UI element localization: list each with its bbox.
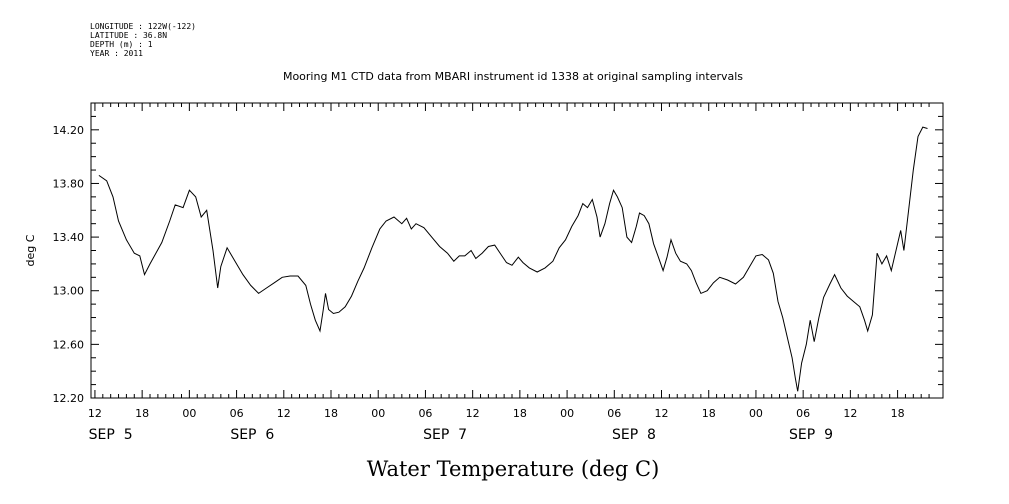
metadata-block: LONGITUDE : 122W(-122) LATITUDE : 36.8N … [90, 22, 196, 58]
y-axis-label: deg C [24, 234, 37, 266]
x-tick-label: 00 [371, 407, 385, 420]
day-label: SEP 6 [230, 427, 274, 443]
tick-marks [91, 102, 943, 399]
plot-frame [90, 102, 944, 399]
x-tick-label: 06 [230, 407, 244, 420]
x-tick-label: 18 [513, 407, 527, 420]
x-tick-label: 00 [560, 407, 574, 420]
day-label: SEP 5 [89, 427, 133, 443]
depth-text: DEPTH (m) : 1 [90, 40, 153, 49]
x-axis-tick-labels: 12 18 00 06 12 18 00 06 12 18 00 06 12 18 00 06 12 18 [88, 407, 905, 420]
y-tick-label: 13.80 [53, 177, 85, 190]
latitude-text: LATITUDE : 36.8N [90, 31, 168, 40]
y-tick-label: 12.20 [53, 392, 85, 405]
x-tick-label: 00 [749, 407, 763, 420]
x-tick-label: 12 [277, 407, 291, 420]
year-text: YEAR : 2011 [90, 49, 143, 58]
x-tick-label: 12 [655, 407, 669, 420]
day-label: SEP 8 [612, 427, 656, 443]
day-labels: SEP 5 SEP 6 SEP 7 SEP 8 SEP 9 [89, 427, 833, 443]
chart-title: Mooring M1 CTD data from MBARI instrumen… [283, 70, 743, 83]
y-tick-label: 13.00 [53, 285, 85, 298]
y-tick-label: 13.40 [53, 231, 85, 244]
y-axis-tick-labels: 12.20 12.60 13.00 13.40 13.80 14.20 [53, 124, 85, 405]
x-tick-label: 18 [702, 407, 716, 420]
x-tick-label: 18 [135, 407, 149, 420]
temperature-series-line [98, 126, 928, 392]
x-axis-label: Water Temperature (deg C) [367, 457, 660, 481]
x-tick-label: 06 [796, 407, 810, 420]
x-tick-label: 12 [466, 407, 480, 420]
y-tick-label: 14.20 [53, 124, 85, 137]
x-tick-label: 18 [891, 407, 905, 420]
y-tick-label: 12.60 [53, 338, 85, 351]
x-tick-label: 00 [182, 407, 196, 420]
x-tick-label: 12 [843, 407, 857, 420]
x-tick-label: 06 [607, 407, 621, 420]
x-tick-label: 06 [418, 407, 432, 420]
x-tick-label: 18 [324, 407, 338, 420]
day-label: SEP 7 [423, 427, 467, 443]
day-label: SEP 9 [789, 427, 833, 443]
longitude-text: LONGITUDE : 122W(-122) [90, 22, 196, 31]
x-tick-label: 12 [88, 407, 102, 420]
